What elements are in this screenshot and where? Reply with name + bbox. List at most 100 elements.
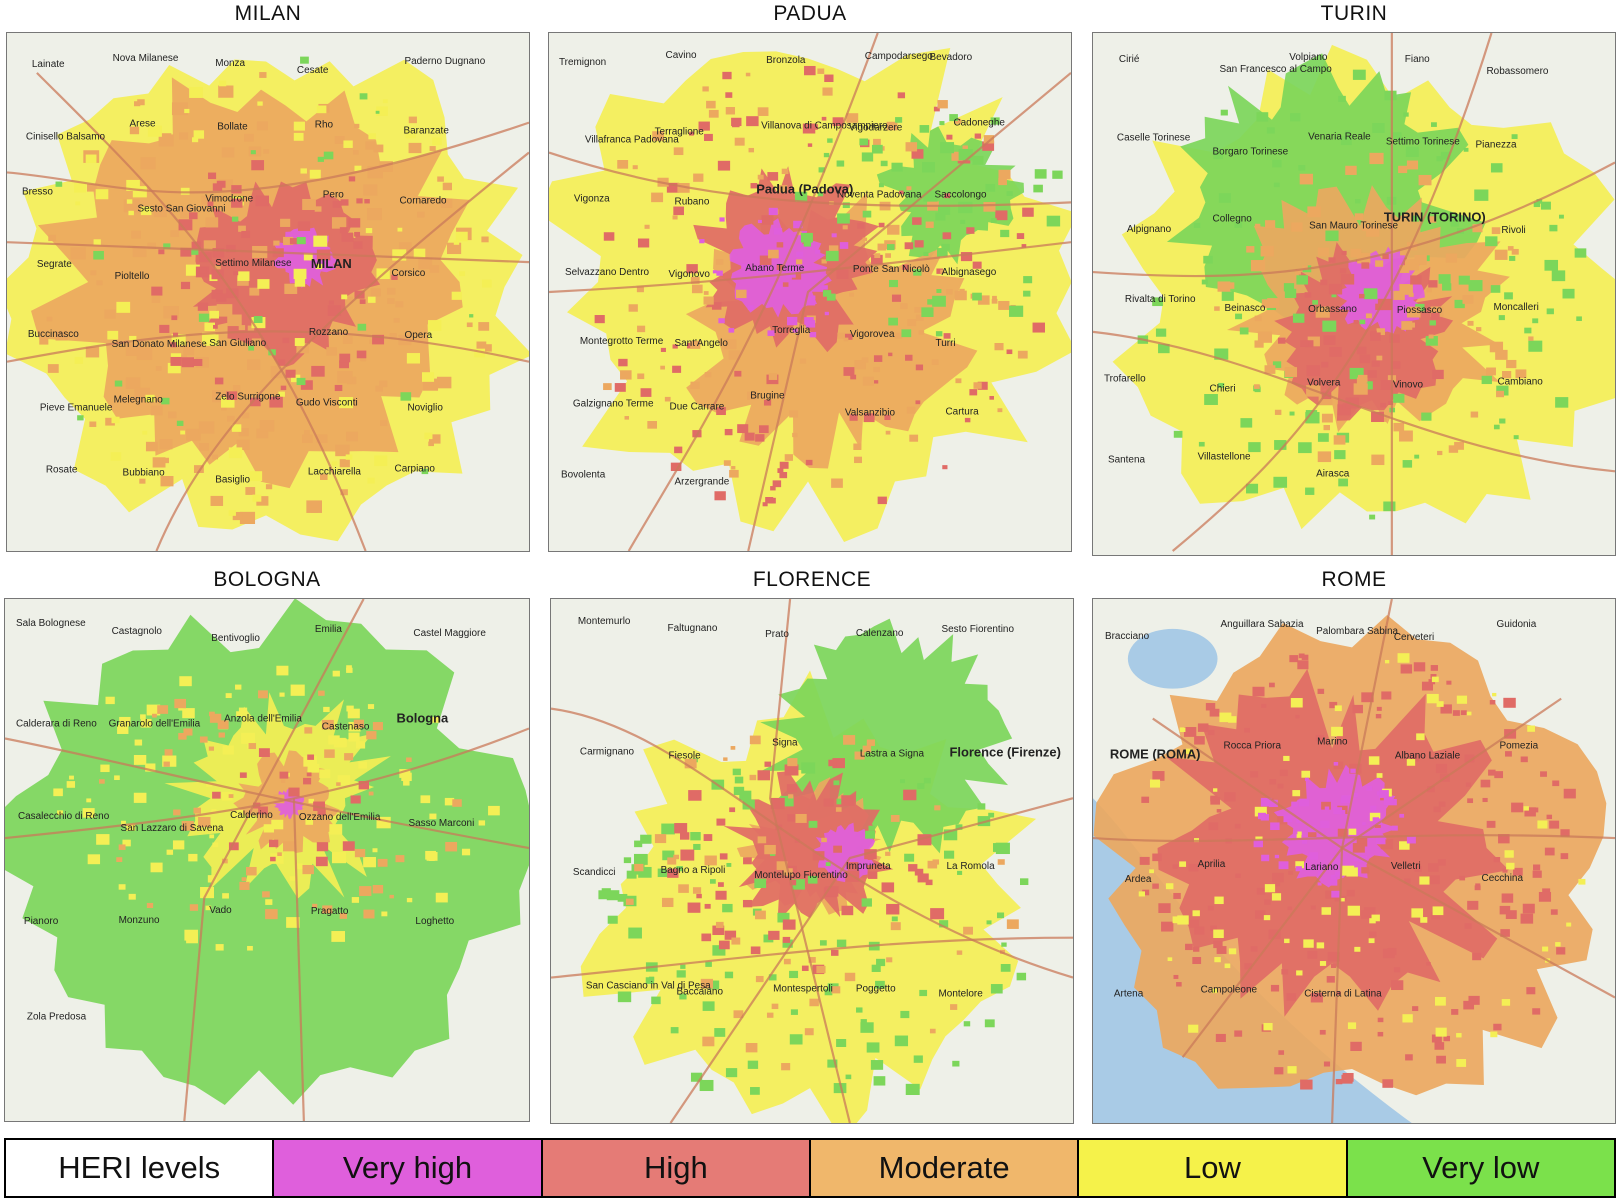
map-padua[interactable]: Tremignon Cavino Bronzola Campodarsego Bevad… bbox=[548, 32, 1072, 552]
place-label: Noviglio bbox=[407, 403, 443, 414]
heri-cell bbox=[358, 781, 370, 790]
map-florence[interactable]: Montemurlo Faltugnano Prato Calenzano Sesto … bbox=[550, 598, 1074, 1124]
heri-cell bbox=[444, 797, 455, 806]
place-label: Palombara Sabina bbox=[1316, 626, 1398, 637]
map-milan[interactable]: Lainate Nova Milanese Monza Cesate Paderno D… bbox=[6, 32, 530, 552]
heri-cell bbox=[212, 183, 223, 191]
heri-cell bbox=[1406, 836, 1416, 844]
place-label: Alpignano bbox=[1127, 224, 1172, 235]
place-label: Tremignon bbox=[559, 57, 606, 68]
heri-cell bbox=[184, 929, 198, 941]
heri-cell bbox=[1340, 897, 1345, 902]
heri-cell bbox=[1560, 853, 1569, 860]
heri-cell bbox=[346, 705, 354, 712]
heri-cell bbox=[1052, 170, 1063, 179]
heri-cell bbox=[728, 328, 735, 333]
heri-cell bbox=[328, 300, 334, 305]
heri-cell bbox=[1458, 275, 1470, 285]
map-rome[interactable]: Bracciano Anguillara Sabazia Palombara Sab… bbox=[1092, 598, 1616, 1124]
place-label: Faltugnano bbox=[668, 623, 718, 634]
heri-cell bbox=[145, 394, 155, 403]
heri-cell bbox=[998, 178, 1007, 186]
heri-cell bbox=[360, 356, 367, 362]
heri-cell bbox=[1273, 182, 1280, 188]
heri-cell bbox=[184, 108, 190, 114]
place-label: Cornaredo bbox=[399, 195, 446, 206]
heri-cell bbox=[904, 853, 915, 862]
heri-cell bbox=[919, 125, 930, 133]
heri-cell bbox=[398, 242, 412, 253]
heri-cell bbox=[1221, 291, 1234, 301]
panel-title: PADUA bbox=[773, 2, 847, 25]
heri-cell bbox=[827, 1059, 838, 1068]
heri-cell bbox=[1352, 704, 1363, 714]
heri-cell bbox=[676, 970, 686, 978]
heri-cell bbox=[712, 270, 717, 274]
heri-cell bbox=[174, 698, 187, 709]
heri-cell bbox=[1197, 723, 1209, 732]
heri-cell bbox=[1384, 659, 1390, 664]
heri-cell bbox=[606, 890, 620, 901]
heri-cell bbox=[847, 861, 859, 871]
heri-cell bbox=[332, 200, 342, 208]
heri-cell bbox=[788, 794, 794, 799]
heri-cell bbox=[930, 908, 945, 920]
heri-cell bbox=[940, 269, 945, 274]
heri-cell bbox=[317, 156, 324, 162]
heri-cell bbox=[1305, 410, 1318, 420]
heri-cell bbox=[699, 1079, 714, 1092]
heri-cell bbox=[1431, 676, 1439, 683]
heri-cell bbox=[870, 254, 883, 265]
map-bologna[interactable]: Sala Bolognese Castagnolo Bentivoglio Emili… bbox=[4, 598, 530, 1122]
heri-cell bbox=[909, 434, 919, 442]
map-turin[interactable]: Cirié San Francesco al Campo Volpiano Fiano… bbox=[1092, 32, 1616, 556]
heri-cell bbox=[779, 461, 789, 469]
heri-cell bbox=[1158, 343, 1170, 354]
heri-cell bbox=[905, 1083, 920, 1096]
heri-cell bbox=[1268, 929, 1281, 940]
heri-cell bbox=[1459, 875, 1466, 881]
heri-cell bbox=[328, 735, 340, 745]
heri-cell bbox=[666, 182, 680, 193]
place-label: Campodarsego bbox=[865, 51, 934, 62]
heri-cell bbox=[1138, 891, 1146, 897]
heri-cell bbox=[1379, 790, 1389, 798]
heri-cell bbox=[709, 879, 716, 884]
heri-cell bbox=[227, 314, 242, 327]
heri-cell bbox=[1549, 224, 1558, 232]
heri-cell bbox=[204, 322, 216, 332]
heri-cell bbox=[170, 342, 177, 348]
heri-cell bbox=[1494, 771, 1504, 779]
heri-cell bbox=[232, 385, 241, 392]
heri-cell bbox=[1371, 360, 1380, 367]
road bbox=[5, 737, 529, 850]
heri-cell bbox=[1207, 905, 1214, 911]
heri-cell bbox=[714, 1028, 726, 1037]
heri-cell bbox=[180, 281, 191, 290]
heri-cell bbox=[1481, 375, 1492, 385]
heri-cell bbox=[1397, 653, 1410, 663]
heri-cell bbox=[747, 1060, 759, 1069]
heri-cell bbox=[172, 840, 185, 850]
place-label: Albano Laziale bbox=[1395, 750, 1461, 761]
heri-cell bbox=[1400, 664, 1413, 674]
heri-cell bbox=[201, 195, 213, 205]
heri-cell bbox=[296, 377, 306, 386]
heri-cell bbox=[1433, 806, 1441, 813]
heri-cell bbox=[1240, 418, 1253, 428]
heri-cell bbox=[1456, 1033, 1462, 1038]
heri-cell bbox=[784, 764, 799, 776]
heri-cell bbox=[331, 931, 346, 942]
place-label: Cisterna di Latina bbox=[1304, 988, 1382, 999]
heri-cell bbox=[160, 475, 174, 487]
heri-cell bbox=[1352, 792, 1358, 798]
heri-cell bbox=[862, 376, 875, 386]
heri-cell bbox=[147, 242, 156, 250]
heri-cell bbox=[990, 117, 1000, 125]
heri-cell bbox=[783, 958, 791, 965]
place-label: Rosate bbox=[46, 464, 78, 475]
heri-cell bbox=[1576, 316, 1582, 321]
heri-cell bbox=[923, 251, 929, 257]
heri-cell bbox=[1327, 951, 1340, 962]
heri-cell bbox=[191, 241, 201, 250]
